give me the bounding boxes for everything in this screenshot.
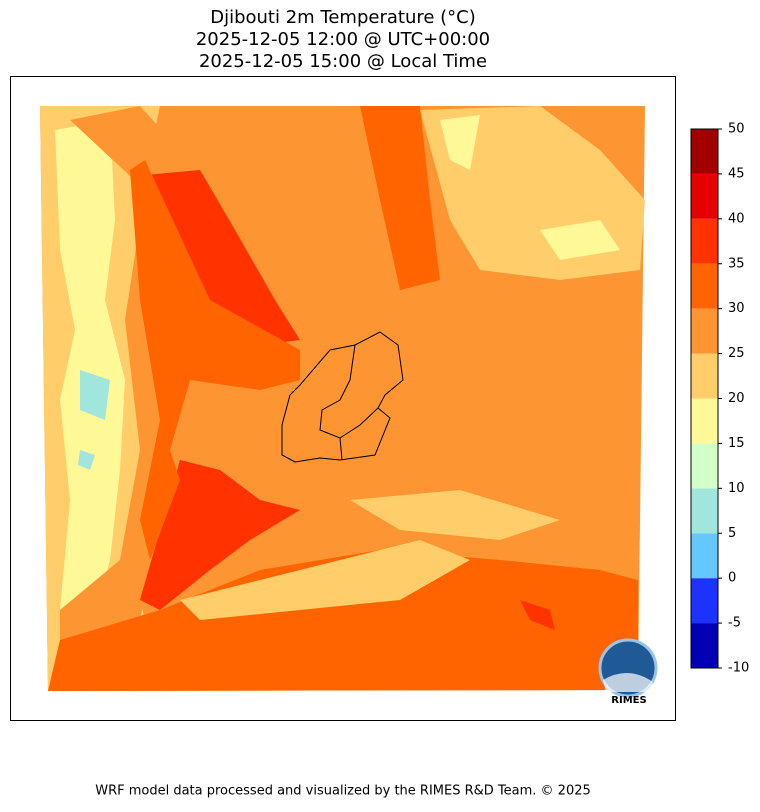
colorbar-tick-label: 20 [728, 391, 745, 406]
colorbar-tick-label: 30 [728, 301, 745, 316]
colorbar-tick-label: 5 [728, 526, 736, 541]
colorbar-tick-label: 35 [728, 256, 745, 271]
colorbar: -10 -5 0 5 10 15 20 25 30 35 40 45 50 [690, 122, 749, 676]
map-frame [10, 76, 676, 721]
colorbar-tick-label: 15 [728, 436, 745, 451]
colorbar-tick-label: 45 [728, 166, 745, 181]
colorbar-segment [691, 623, 718, 668]
colorbar-segment [691, 129, 718, 174]
temperature-field [40, 106, 645, 691]
colorbar-segment [691, 353, 718, 399]
colorbar-segment [691, 398, 718, 444]
colorbar-segment [691, 533, 718, 579]
footer: WRF model data processed and visualized … [95, 784, 591, 799]
title-line: 2025-12-05 12:00 @ UTC+00:00 [196, 29, 490, 50]
colorbar-segment [691, 263, 718, 309]
colorbar-segment [691, 443, 718, 489]
colorbar-segment [691, 218, 718, 264]
colorbar-tick-label: 25 [728, 346, 745, 361]
title-line: 2025-12-05 15:00 @ Local Time [199, 51, 487, 72]
colorbar-segment [691, 173, 718, 219]
logo-text: RIMES [611, 695, 646, 706]
colorbar-segment [691, 488, 718, 534]
colorbar-tick-label: -5 [728, 616, 741, 631]
colorbar-tick-label: 40 [728, 211, 745, 226]
title-line: Djibouti 2m Temperature (°C) [210, 7, 476, 28]
colorbar-segment [691, 578, 718, 624]
colorbar-tick-label: 0 [728, 571, 736, 586]
logo: RIMES [598, 638, 658, 706]
country-border [281, 331, 404, 463]
colorbar-tick-label: -10 [728, 661, 749, 676]
colorbar-tick-label: 50 [728, 122, 745, 137]
colorbar-segment [691, 308, 718, 354]
colorbar-tick-label: 10 [728, 481, 745, 496]
